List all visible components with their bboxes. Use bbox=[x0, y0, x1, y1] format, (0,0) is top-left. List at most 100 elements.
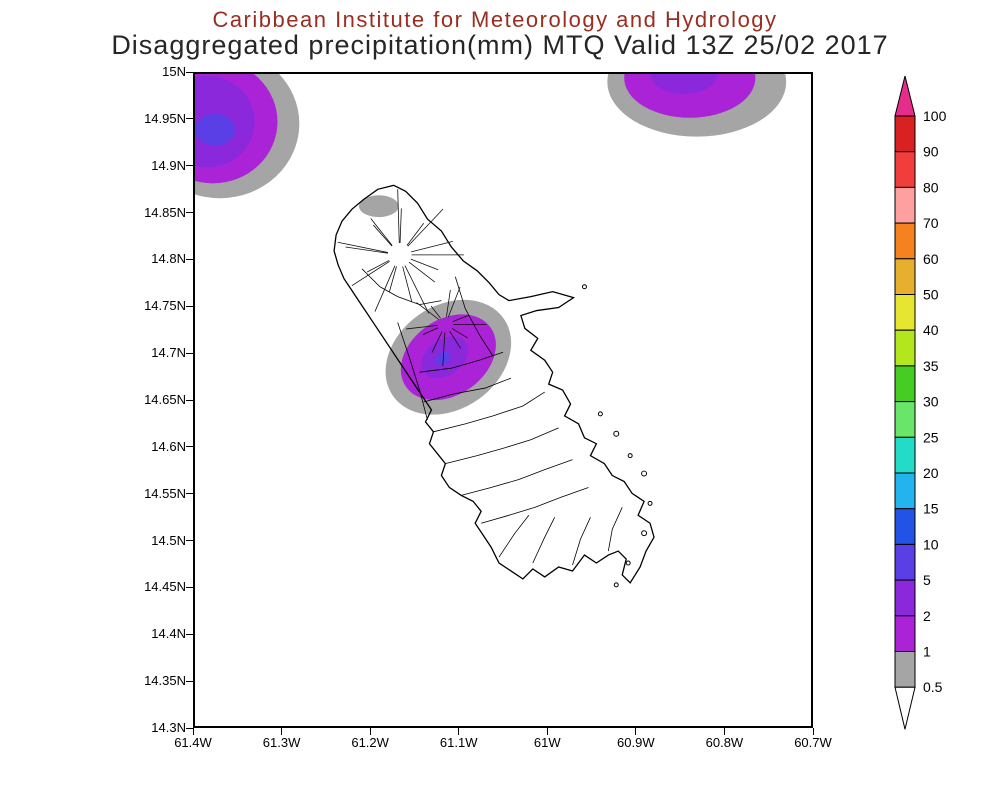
y-tick-mark bbox=[186, 633, 193, 635]
y-tick-label: 14.85N bbox=[144, 204, 186, 220]
map-plot-area bbox=[193, 72, 813, 728]
colorbar-arrow-top bbox=[894, 75, 916, 117]
x-tick-mark bbox=[546, 728, 548, 735]
boundary-line bbox=[461, 459, 573, 496]
contour-band-2mm bbox=[650, 74, 718, 94]
drainage-line bbox=[411, 240, 453, 253]
y-tick-label: 14.95N bbox=[144, 110, 186, 126]
drainage-line bbox=[430, 305, 441, 319]
y-tick-mark bbox=[186, 586, 193, 588]
colorbar-label: 20 bbox=[923, 465, 939, 481]
drainage-line bbox=[397, 189, 400, 243]
colorbar-segment bbox=[894, 222, 916, 260]
drainage-line bbox=[447, 286, 461, 318]
y-tick-mark bbox=[186, 165, 193, 167]
martinique-coastline bbox=[333, 184, 655, 584]
drainage-line bbox=[449, 331, 461, 349]
y-tick-label: 14.55N bbox=[144, 485, 186, 501]
drainage-line bbox=[416, 302, 440, 321]
boundary-line bbox=[397, 322, 428, 420]
y-tick-mark bbox=[186, 352, 193, 354]
y-tick-mark bbox=[186, 212, 193, 214]
islet bbox=[597, 411, 603, 417]
colorbar-segment bbox=[894, 365, 916, 403]
colorbar-segment bbox=[894, 508, 916, 545]
x-tick-label: 60.7W bbox=[794, 735, 832, 750]
boundary-line bbox=[433, 391, 545, 433]
drainage-line bbox=[337, 241, 389, 253]
colorbar-segment bbox=[894, 294, 916, 331]
x-tick-mark bbox=[281, 728, 283, 735]
colorbar-label: 35 bbox=[923, 358, 939, 374]
colorbar: 100 90 80 70 60 50 40 35 30 25 20 15 10 5 2 1 0.5 bbox=[894, 75, 947, 730]
drainage-line bbox=[406, 223, 425, 246]
islets bbox=[581, 284, 653, 588]
precip-patch-north-island bbox=[358, 195, 399, 218]
precip-shading-layer bbox=[195, 74, 787, 415]
x-tick-mark bbox=[723, 728, 725, 735]
boundary-line bbox=[454, 276, 494, 357]
y-tick-label: 15N bbox=[162, 64, 186, 79]
y-tick-mark bbox=[186, 118, 193, 120]
islet bbox=[627, 453, 633, 459]
drainage-network bbox=[337, 189, 487, 367]
y-tick-mark bbox=[186, 446, 193, 448]
drainage-line bbox=[388, 266, 397, 293]
x-tick-label: 61.4W bbox=[174, 735, 212, 750]
colorbar-label: 50 bbox=[923, 287, 939, 303]
y-tick-mark bbox=[186, 258, 193, 260]
boundary-line bbox=[532, 517, 556, 564]
coastline-layer bbox=[333, 184, 655, 588]
colorbar-label: 25 bbox=[923, 429, 939, 445]
contour-band-0p5mm bbox=[358, 195, 399, 218]
colorbar-segment bbox=[894, 472, 916, 510]
colorbar-segment bbox=[894, 436, 916, 474]
y-tick-label: 14.4N bbox=[151, 626, 186, 642]
y-tick-mark bbox=[186, 305, 193, 307]
drainage-line bbox=[404, 265, 430, 314]
colorbar-label: 40 bbox=[923, 322, 939, 338]
y-tick-label: 14.65N bbox=[144, 392, 186, 407]
drainage-line bbox=[422, 327, 439, 335]
drainage-line bbox=[442, 332, 446, 367]
drainage-line bbox=[452, 314, 470, 322]
x-tick-label: 61W bbox=[533, 735, 561, 750]
drainage-line bbox=[345, 246, 388, 254]
y-tick-label: 14.3N bbox=[151, 720, 186, 735]
drainage-line bbox=[431, 331, 443, 353]
colorbar-label: 10 bbox=[923, 536, 939, 552]
drainage-line bbox=[451, 328, 469, 339]
drainage-line bbox=[407, 208, 444, 247]
colorbar-segment bbox=[894, 579, 916, 617]
y-tick-label: 14.8N bbox=[151, 251, 186, 267]
colorbar-label: 70 bbox=[923, 215, 939, 231]
colorbar-segment bbox=[894, 615, 916, 652]
colorbar-segment bbox=[894, 151, 916, 188]
boundary-line bbox=[423, 377, 512, 403]
colorbar-label: 0.5 bbox=[923, 679, 943, 695]
islet bbox=[641, 470, 648, 477]
x-tick-label: 60.9W bbox=[617, 735, 655, 750]
x-tick-mark bbox=[635, 728, 637, 735]
x-tick-mark bbox=[458, 728, 460, 735]
islet bbox=[613, 430, 620, 437]
islet bbox=[581, 284, 587, 290]
contour-band-5mm bbox=[195, 113, 235, 146]
boundary-line bbox=[607, 507, 623, 552]
colorbar-label: 2 bbox=[923, 608, 931, 624]
boundary-line bbox=[498, 515, 530, 558]
boundary-line bbox=[572, 517, 591, 566]
boundary-line bbox=[445, 427, 559, 464]
x-tick-mark bbox=[812, 728, 814, 735]
y-tick-mark bbox=[186, 71, 193, 73]
y-tick-label: 14.75N bbox=[144, 298, 186, 314]
colorbar-label: 5 bbox=[923, 572, 931, 588]
y-tick-label: 14.7N bbox=[151, 345, 186, 361]
precip-cell-nw-offshore bbox=[195, 74, 300, 199]
drainage-line bbox=[373, 224, 393, 247]
drainage-line bbox=[408, 261, 436, 283]
y-tick-mark bbox=[186, 540, 193, 542]
colorbar-label: 15 bbox=[923, 501, 939, 517]
drainage-line bbox=[402, 266, 413, 303]
institute-title: Caribbean Institute for Meteorology and … bbox=[212, 7, 778, 32]
